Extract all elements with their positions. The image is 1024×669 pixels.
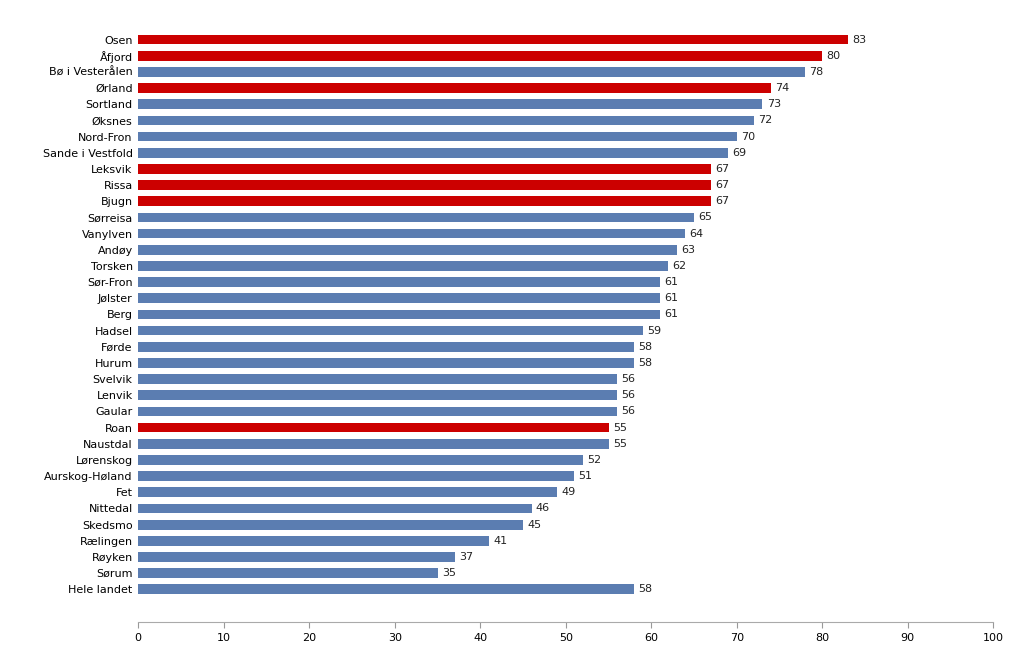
- Text: 67: 67: [716, 180, 729, 190]
- Bar: [138, 374, 617, 384]
- Bar: [138, 132, 737, 141]
- Bar: [138, 488, 557, 497]
- Bar: [138, 520, 523, 529]
- Bar: [138, 35, 848, 44]
- Text: 80: 80: [826, 51, 841, 61]
- Bar: [138, 391, 617, 400]
- Text: 41: 41: [494, 536, 507, 546]
- Text: 63: 63: [681, 245, 695, 255]
- Bar: [138, 310, 659, 319]
- Bar: [138, 51, 822, 60]
- Text: 59: 59: [647, 326, 662, 336]
- Bar: [138, 471, 574, 481]
- Bar: [138, 277, 659, 287]
- Text: 58: 58: [638, 584, 652, 594]
- Text: 69: 69: [732, 148, 746, 158]
- Bar: [138, 455, 583, 465]
- Text: 83: 83: [852, 35, 866, 45]
- Bar: [138, 197, 711, 206]
- Text: 61: 61: [665, 310, 678, 319]
- Text: 64: 64: [690, 229, 703, 239]
- Bar: [138, 148, 728, 158]
- Text: 46: 46: [536, 504, 550, 514]
- Bar: [138, 67, 805, 77]
- Text: 56: 56: [622, 407, 635, 417]
- Text: 55: 55: [612, 439, 627, 449]
- Text: 61: 61: [665, 277, 678, 287]
- Text: 45: 45: [527, 520, 542, 530]
- Text: 74: 74: [775, 83, 790, 93]
- Text: 62: 62: [673, 261, 687, 271]
- Text: 73: 73: [767, 99, 781, 109]
- Bar: [138, 423, 608, 432]
- Bar: [138, 536, 488, 546]
- Bar: [138, 245, 677, 255]
- Text: 72: 72: [758, 115, 772, 125]
- Bar: [138, 585, 634, 594]
- Text: 55: 55: [612, 423, 627, 433]
- Text: 49: 49: [561, 487, 575, 497]
- Text: 37: 37: [459, 552, 473, 562]
- Text: 58: 58: [638, 342, 652, 352]
- Text: 65: 65: [698, 212, 713, 222]
- Text: 52: 52: [587, 455, 601, 465]
- Text: 56: 56: [622, 390, 635, 400]
- Bar: [138, 100, 763, 109]
- Bar: [138, 326, 643, 335]
- Bar: [138, 439, 608, 449]
- Bar: [138, 569, 437, 578]
- Bar: [138, 261, 669, 271]
- Bar: [138, 407, 617, 416]
- Text: 61: 61: [665, 293, 678, 303]
- Bar: [138, 358, 634, 368]
- Text: 67: 67: [716, 164, 729, 174]
- Text: 58: 58: [638, 358, 652, 368]
- Text: 35: 35: [441, 568, 456, 578]
- Bar: [138, 213, 694, 222]
- Text: 67: 67: [716, 196, 729, 206]
- Bar: [138, 504, 531, 513]
- Bar: [138, 180, 711, 190]
- Bar: [138, 83, 771, 93]
- Bar: [138, 164, 711, 174]
- Bar: [138, 294, 659, 303]
- Bar: [138, 229, 685, 238]
- Text: 56: 56: [622, 374, 635, 384]
- Bar: [138, 552, 455, 562]
- Bar: [138, 116, 754, 125]
- Text: 78: 78: [809, 67, 823, 77]
- Text: 70: 70: [741, 132, 755, 142]
- Text: 51: 51: [579, 471, 593, 481]
- Bar: [138, 342, 634, 352]
